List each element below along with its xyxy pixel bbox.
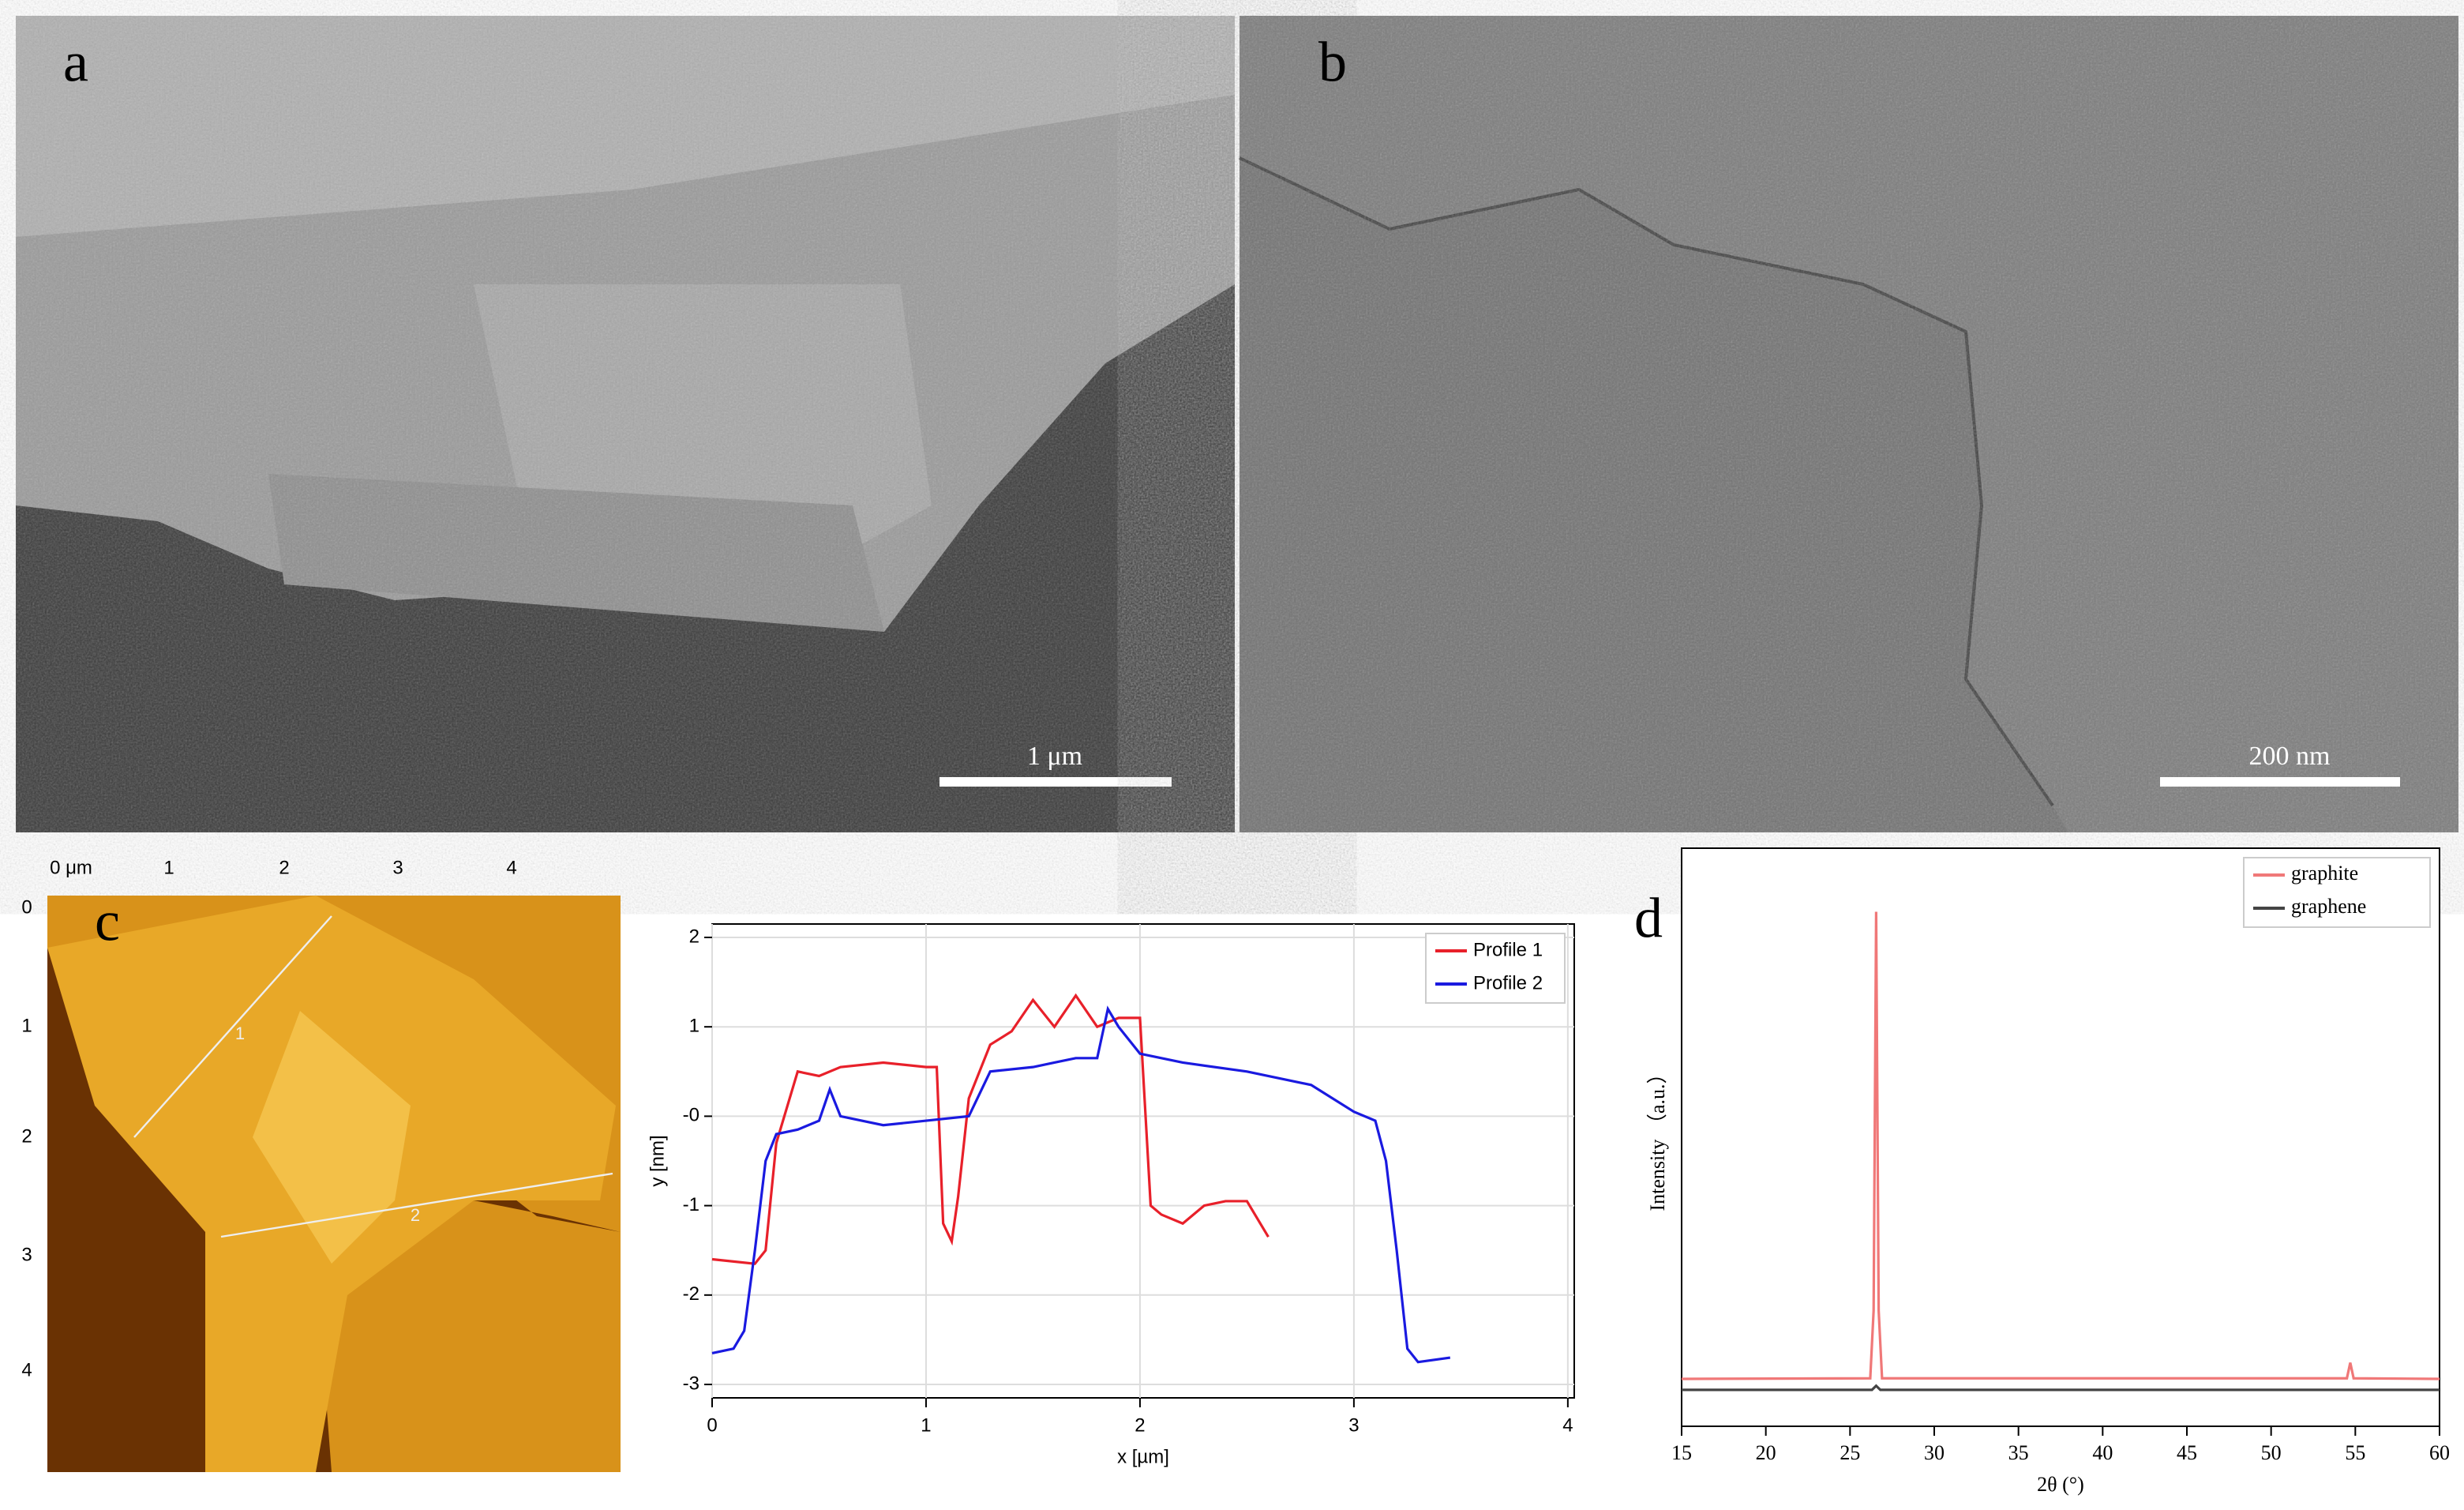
x-tick-label: 1 — [921, 1414, 931, 1436]
y-tick-label: -0 — [683, 1105, 699, 1126]
x-tick-label: 45 — [2177, 1441, 2197, 1464]
x-axis-label: x [µm] — [1117, 1446, 1169, 1467]
y-tick-label: 1 — [689, 1016, 699, 1037]
afm-y-label: 2 — [21, 1125, 32, 1147]
y-axis-label: y [nm] — [647, 1135, 668, 1186]
x-tick-label: 3 — [1348, 1414, 1359, 1436]
afm-line-label: 1 — [235, 1024, 245, 1043]
plot-area — [1681, 847, 2440, 1427]
y-tick-label: -2 — [683, 1283, 699, 1305]
y-tick-label: 2 — [689, 926, 699, 947]
x-tick-label: 15 — [1671, 1441, 1692, 1464]
y-axis-label: Intensity （a.u.） — [1646, 1063, 1669, 1211]
legend-box — [2243, 857, 2431, 928]
panel-label: d — [1634, 887, 1663, 950]
x-tick-label: 25 — [1840, 1441, 1860, 1464]
sem-image: a 1 μm — [16, 16, 1235, 832]
legend-label: graphene — [2291, 895, 2366, 918]
legend-label: Profile 2 — [1473, 972, 1543, 994]
x-tick-label: 60 — [2429, 1441, 2450, 1464]
afm-y-label: 4 — [21, 1359, 32, 1380]
panel-label: b — [1318, 31, 1347, 94]
legend-box — [1425, 933, 1566, 1004]
y-tick-label: -1 — [683, 1194, 699, 1215]
scale-bar-label: 1 μm — [1027, 742, 1082, 771]
panel-label: a — [63, 31, 88, 94]
x-tick-label: 20 — [1756, 1441, 1776, 1464]
afm-x-label: 3 — [392, 857, 403, 878]
afm-x-label: 2 — [279, 857, 289, 878]
x-tick-label: 35 — [2008, 1441, 2029, 1464]
data-line — [1682, 1384, 2440, 1392]
panel-label: c — [95, 890, 120, 953]
afm-x-label: 0 μm — [50, 857, 92, 878]
y-tick-label: -3 — [683, 1373, 699, 1394]
x-tick-label: 2 — [1134, 1414, 1145, 1436]
legend-label: Profile 1 — [1473, 939, 1543, 960]
x-axis-label: 2θ (°) — [2037, 1473, 2084, 1496]
afm-y-label: 3 — [21, 1244, 32, 1265]
x-tick-label: 30 — [1924, 1441, 1945, 1464]
x-tick-label: 0 — [707, 1414, 717, 1436]
x-tick-label: 50 — [2261, 1441, 2282, 1464]
afm-image: c — [47, 890, 621, 1472]
data-line — [1681, 911, 2440, 1380]
afm-y-label: 1 — [21, 1015, 32, 1036]
data-line — [711, 993, 1270, 1265]
data-line — [711, 1005, 1451, 1364]
legend-label: graphite — [2291, 862, 2358, 885]
afm-line-label: 2 — [411, 1205, 420, 1225]
afm-y-label: 0 — [21, 896, 32, 918]
x-tick-label: 55 — [2345, 1441, 2365, 1464]
afm-x-label: 1 — [163, 857, 174, 878]
afm-x-label: 4 — [506, 857, 516, 878]
x-tick-label: 40 — [2092, 1441, 2113, 1464]
x-tick-label: 4 — [1562, 1414, 1573, 1436]
tem-image: b 200 nm — [1239, 16, 2458, 832]
scale-bar-label: 200 nm — [2249, 742, 2331, 771]
